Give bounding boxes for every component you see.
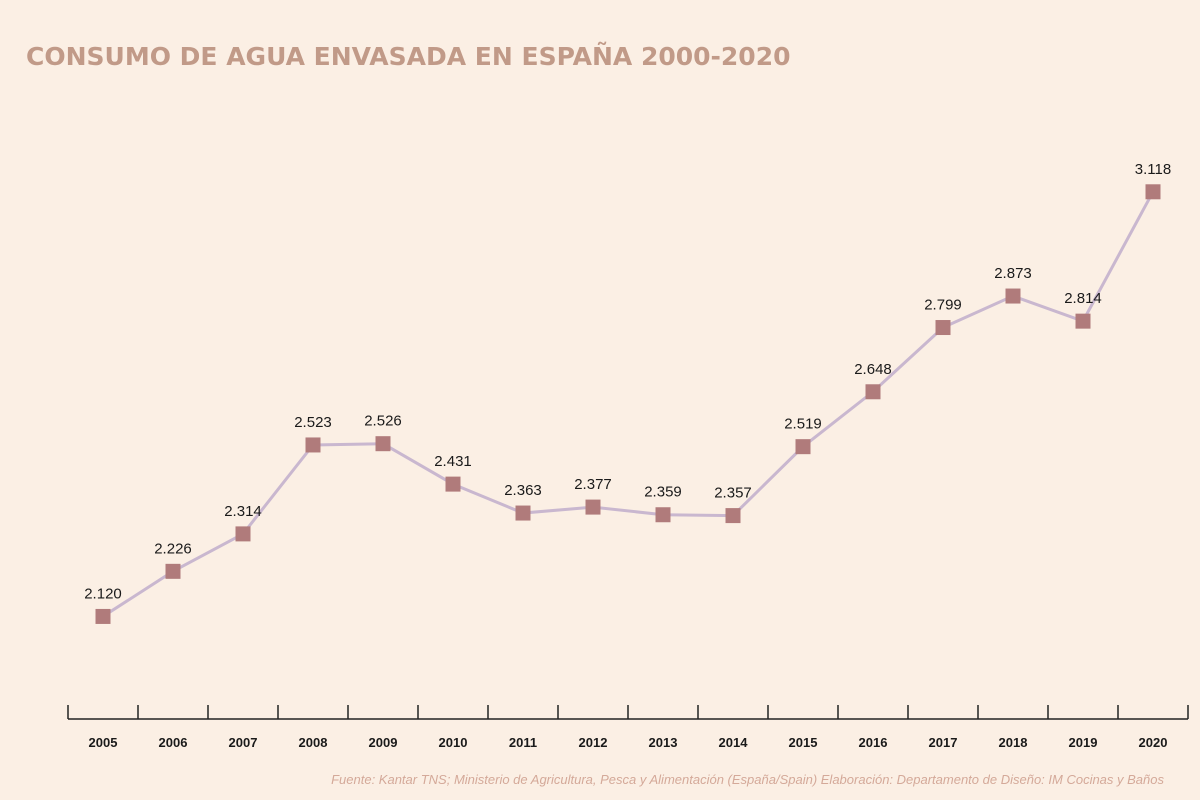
x-tick-label-2020: 2020 [1139,735,1168,750]
x-tick-label-2008: 2008 [299,735,328,750]
data-point-2019 [1075,313,1091,329]
data-point-2017 [935,320,951,336]
data-point-2006 [165,563,181,579]
x-tick-label-2006: 2006 [159,735,188,750]
x-tick-label-2011: 2011 [509,735,537,750]
data-label-2020: 3.118 [1135,161,1171,178]
data-label-2015: 2.519 [784,416,822,433]
x-tick-label-2010: 2010 [439,735,468,750]
data-label-2014: 2.357 [714,485,752,502]
x-tick-label-2018: 2018 [999,735,1028,750]
x-tick-label-2012: 2012 [579,735,608,750]
source-note: Fuente: Kantar TNS; Ministerio de Agricu… [331,772,1164,787]
x-tick-label-2007: 2007 [229,735,258,750]
data-label-2012: 2.377 [574,476,612,493]
data-point-2005 [95,608,111,624]
data-label-2010: 2.431 [434,453,472,470]
data-point-2020 [1145,184,1161,200]
data-label-2016: 2.648 [854,361,892,378]
x-tick-label-2015: 2015 [789,735,818,750]
data-point-2015 [795,439,811,455]
data-point-2008 [305,437,321,453]
data-point-2010 [445,476,461,492]
data-point-2011 [515,505,531,521]
data-point-2007 [235,526,251,542]
x-tick-label-2005: 2005 [89,735,118,750]
data-labels: 2.120 2.226 2.314 2.523 2.526 2.431 2.363 2.377… [84,161,1171,603]
data-label-2006: 2.226 [154,540,192,557]
chart-title: CONSUMO DE AGUA ENVASADA EN ESPAÑA 2000-… [26,42,791,71]
x-tick-label-2014: 2014 [719,735,749,750]
data-label-2008: 2.523 [294,414,332,431]
data-point-2018 [1005,288,1021,304]
data-label-2017: 2.799 [924,297,962,314]
data-point-2009 [375,436,391,452]
data-markers [95,184,1161,624]
data-label-2019: 2.814 [1064,290,1102,307]
data-label-2013: 2.359 [644,484,682,501]
x-tick-label-2009: 2009 [369,735,398,750]
series-line-group [102,191,1155,618]
data-label-2007: 2.314 [224,503,262,520]
x-axis [67,705,1189,720]
data-point-2016 [865,384,881,400]
data-point-2014 [725,508,741,524]
x-tick-label-2017: 2017 [929,735,958,750]
data-label-2011: 2.363 [504,482,542,499]
data-label-2009: 2.526 [364,413,402,430]
x-tick-labels: 2005 2006 2007 2008 2009 2010 2011 2012 2013 2014… [89,735,1168,750]
data-point-2012 [585,499,601,515]
data-point-2013 [655,507,671,523]
x-tick-label-2013: 2013 [649,735,678,750]
data-label-2018: 2.873 [994,265,1032,282]
data-label-2005: 2.120 [84,585,122,602]
x-tick-label-2019: 2019 [1069,735,1098,750]
x-tick-label-2016: 2016 [859,735,888,750]
series-line [102,191,1155,618]
